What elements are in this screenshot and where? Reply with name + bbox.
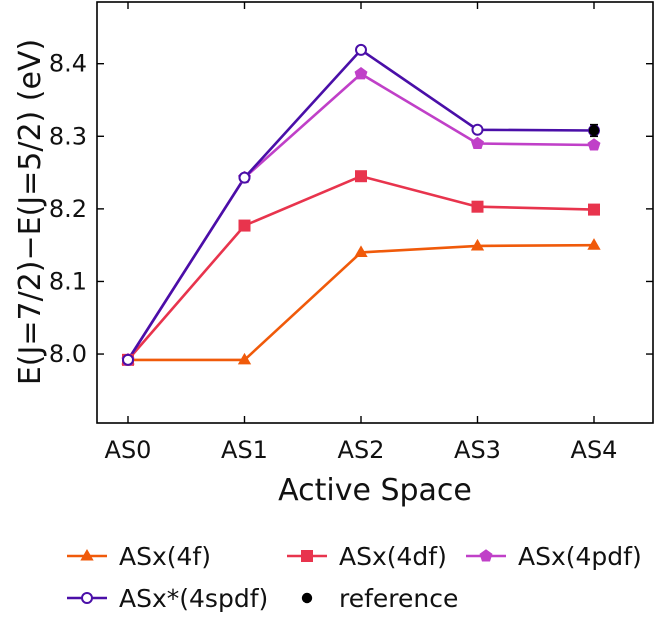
x-tick-label: AS0 — [105, 436, 152, 464]
legend-swatch-marker — [479, 549, 493, 562]
reference-point — [588, 125, 600, 136]
data-point — [238, 219, 251, 232]
data-point — [471, 136, 484, 150]
plot-frame — [96, 1, 654, 424]
data-point — [237, 352, 252, 365]
series-line — [127, 174, 595, 361]
x-tick-label: AS2 — [338, 436, 385, 464]
data-point — [588, 203, 600, 216]
y-tick-label: 8.4 — [49, 50, 87, 78]
data-point — [238, 171, 251, 184]
data-point — [471, 200, 484, 213]
legend-item: reference — [301, 584, 458, 613]
series-line — [126, 72, 595, 361]
data-point — [470, 238, 485, 251]
y-tick-label: 8.3 — [49, 122, 87, 150]
y-tick-label: 8.1 — [49, 267, 87, 295]
legend-label: ASx(4pdf) — [518, 542, 642, 571]
x-tick-label: AS1 — [221, 436, 268, 464]
data-point — [587, 238, 601, 250]
legend-item: ASx(4pdf) — [466, 542, 642, 571]
legend: ASx(4f) ASx(4df) ASx(4pdf) ASx*(4spdf) refer… — [67, 542, 642, 613]
data-point — [354, 67, 368, 80]
legend-item: ASx*(4spdf) — [67, 584, 268, 613]
x-axis-label: Active Space — [278, 473, 472, 508]
y-tick-label: 8.2 — [49, 195, 87, 223]
series-lines — [126, 48, 595, 362]
data-point — [354, 245, 368, 257]
y-tick-label: 8.0 — [49, 340, 87, 368]
series-markers — [121, 43, 601, 366]
data-point — [587, 138, 601, 151]
series-line — [126, 48, 595, 361]
legend-label: ASx(4f) — [119, 542, 211, 571]
legend-swatch-marker — [80, 549, 94, 561]
x-tick-label: AS4 — [571, 436, 618, 464]
data-point — [471, 123, 484, 136]
data-point — [122, 353, 134, 366]
legend-swatch-marker — [81, 592, 93, 604]
legend-label: ASx*(4spdf) — [119, 584, 268, 613]
legend-item: ASx(4f) — [67, 542, 211, 571]
data-point — [355, 43, 367, 56]
x-tick-label: AS3 — [454, 436, 501, 464]
legend-label: ASx(4df) — [339, 542, 447, 571]
legend-label: reference — [339, 584, 458, 613]
y-axis-label: E(J=7/2)−E(J=5/2) (eV) — [13, 39, 48, 385]
legend-item: ASx(4df) — [287, 542, 447, 571]
ticks: 8.0 8.1 8.2 8.3 8.4 AS0 AS1 AS2 AS3 AS4 — [49, 2, 653, 464]
legend-swatch-marker — [301, 550, 313, 562]
data-point — [355, 170, 367, 183]
legend-swatch-marker — [301, 592, 313, 604]
series-line — [128, 243, 595, 362]
